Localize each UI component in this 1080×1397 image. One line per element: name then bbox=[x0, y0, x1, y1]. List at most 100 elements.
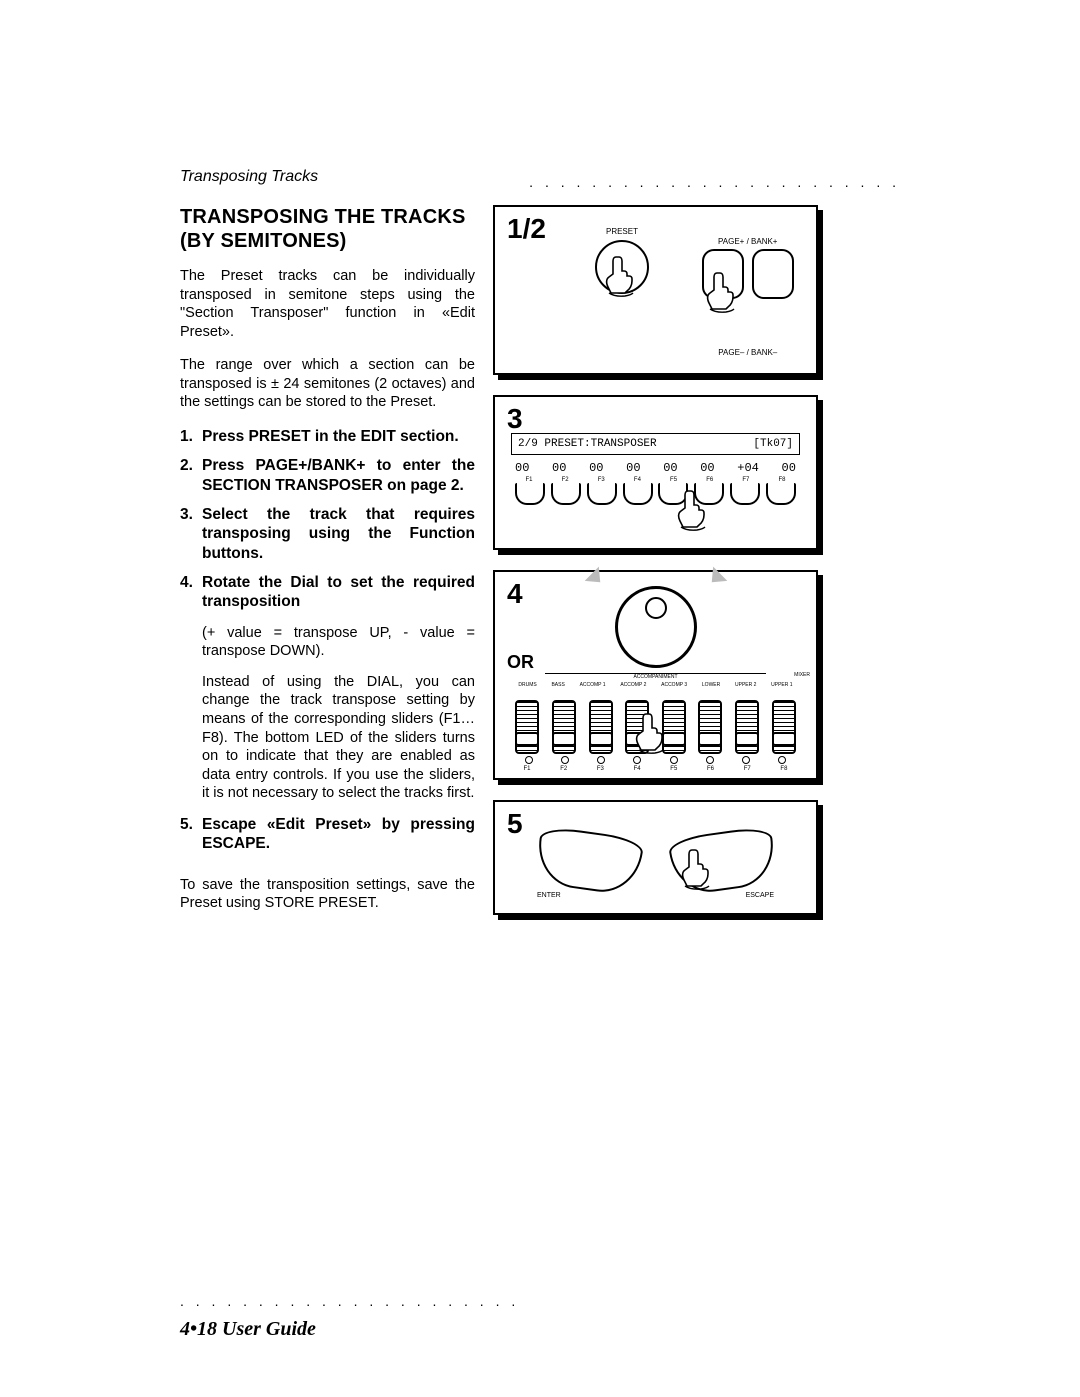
slider-led bbox=[597, 756, 605, 764]
fn-button bbox=[587, 483, 617, 505]
lcd-val: 00 bbox=[589, 461, 603, 475]
figure-5: 5 ENTER ESCAPE bbox=[493, 800, 818, 915]
enter-button-graphic bbox=[533, 825, 644, 897]
escape-label: ESCAPE bbox=[746, 892, 774, 899]
lcd-values: 00 00 00 00 00 00 +04 00 bbox=[505, 461, 806, 475]
slider-led bbox=[633, 756, 641, 764]
dial-graphic bbox=[615, 586, 697, 668]
lcd-val: 00 bbox=[782, 461, 796, 475]
footer-dots: . . . . . . . . . . . . . . . . . . . . … bbox=[180, 1293, 519, 1309]
figure-3: 3 2/9 PRESET:TRANSPOSER [Tk07] 00 00 00 … bbox=[493, 395, 818, 550]
figure-label-5: 5 bbox=[507, 808, 523, 840]
text-column: TRANSPOSING THE TRACKS (BY SEMITONES) Th… bbox=[180, 205, 475, 928]
fn-label: F8 bbox=[770, 766, 798, 772]
slider-led bbox=[742, 756, 750, 764]
slider bbox=[735, 700, 759, 754]
accompaniment-label: ACCOMPANIMENT bbox=[545, 673, 766, 680]
slider-led bbox=[778, 756, 786, 764]
fn-button bbox=[730, 483, 760, 505]
fn-button bbox=[515, 483, 545, 505]
lcd-val: 00 bbox=[515, 461, 529, 475]
header-dots: . . . . . . . . . . . . . . . . . . . . … bbox=[529, 174, 900, 190]
intro-paragraph-2: The range over which a section can be tr… bbox=[180, 356, 475, 412]
page-footer: 4•18 User Guide bbox=[180, 1318, 316, 1341]
hand-icon bbox=[681, 848, 715, 892]
steps-list: Press PRESET in the EDIT section. Press … bbox=[180, 427, 475, 612]
figure-label-1-2: 1/2 bbox=[507, 213, 546, 245]
running-header: Transposing Tracks bbox=[180, 168, 318, 186]
lcd-val: +04 bbox=[737, 461, 759, 475]
fn-label: F1 bbox=[513, 766, 541, 772]
track-label: ACCOMP 1 bbox=[580, 682, 606, 688]
slider bbox=[515, 700, 539, 754]
fn-label: F2 bbox=[550, 766, 578, 772]
intro-paragraph-1: The Preset tracks can be individually tr… bbox=[180, 267, 475, 341]
lcd-left: 2/9 PRESET:TRANSPOSER bbox=[518, 438, 657, 450]
figure-label-3: 3 bbox=[507, 403, 523, 435]
step-3: Select the track that requires transposi… bbox=[180, 505, 475, 563]
slider-led bbox=[670, 756, 678, 764]
mixer-label: MIXER bbox=[794, 672, 810, 678]
fn-labels: F1 F2 F3 F4 F5 F6 F7 F8 bbox=[505, 475, 806, 483]
dial-arrows bbox=[586, 572, 726, 584]
lcd-right: [Tk07] bbox=[753, 438, 793, 450]
step-4: Rotate the Dial to set the required tran… bbox=[180, 573, 475, 612]
page: Transposing Tracks . . . . . . . . . . .… bbox=[0, 0, 1080, 1397]
lcd-val: 00 bbox=[663, 461, 677, 475]
enter-label: ENTER bbox=[537, 892, 561, 899]
fn-button bbox=[551, 483, 581, 505]
track-label: DRUMS bbox=[518, 682, 536, 688]
figure-1-2: 1/2 PRESET PAGE+ / BANK+ PAGE– / BANK– bbox=[493, 205, 818, 375]
fn-buttons bbox=[505, 483, 806, 505]
track-label: BASS bbox=[551, 682, 564, 688]
section-title: TRANSPOSING THE TRACKS (BY SEMITONES) bbox=[180, 205, 475, 253]
slider-fn-labels: F1 F2 F3 F4 F5 F6 F7 F8 bbox=[505, 764, 806, 772]
hand-icon bbox=[677, 489, 711, 533]
track-label: ACCOMP 3 bbox=[661, 682, 687, 688]
fn-label: F3 bbox=[586, 766, 614, 772]
outro-paragraph: To save the transposition settings, save… bbox=[180, 876, 475, 913]
slider bbox=[552, 700, 576, 754]
lcd-display: 2/9 PRESET:TRANSPOSER [Tk07] bbox=[511, 433, 800, 455]
step-5: Escape «Edit Preset» by pressing ESCAPE. bbox=[180, 815, 475, 854]
preset-button-label: PRESET bbox=[595, 227, 649, 236]
hand-icon bbox=[635, 712, 669, 756]
lcd-val: 00 bbox=[700, 461, 714, 475]
step-1: Press PRESET in the EDIT section. bbox=[180, 427, 475, 446]
bank-minus-label: PAGE– / BANK– bbox=[700, 348, 796, 357]
figure-column: 1/2 PRESET PAGE+ / BANK+ PAGE– / BANK– bbox=[493, 205, 818, 935]
bank-plus-label: PAGE+ / BANK+ bbox=[700, 237, 796, 246]
lcd-val: 00 bbox=[626, 461, 640, 475]
step-4-subnote-1: (+ value = transpose UP, - value = trans… bbox=[180, 624, 475, 661]
figure-4: 4 OR ACCOMPANIMENT DRUMS BASS ACCOMP 1 bbox=[493, 570, 818, 780]
hand-icon bbox=[706, 271, 740, 315]
slider bbox=[589, 700, 613, 754]
fn-label: F6 bbox=[697, 766, 725, 772]
fn-button bbox=[766, 483, 796, 505]
slider bbox=[772, 700, 796, 754]
bank-buttons-graphic: PAGE+ / BANK+ PAGE– / BANK– bbox=[700, 237, 796, 357]
track-label: UPPER 1 bbox=[771, 682, 792, 688]
arrow-right-icon bbox=[704, 567, 727, 590]
dial-inner bbox=[645, 597, 667, 619]
track-label: ACCOMP 2 bbox=[620, 682, 646, 688]
fn-label: F5 bbox=[660, 766, 688, 772]
track-label: UPPER 2 bbox=[735, 682, 756, 688]
arrow-left-icon bbox=[584, 567, 607, 590]
lcd-val: 00 bbox=[552, 461, 566, 475]
step-2: Press PAGE+/BANK+ to enter the SECTION T… bbox=[180, 456, 475, 495]
preset-button-graphic: PRESET bbox=[595, 227, 649, 294]
track-label: LOWER bbox=[702, 682, 720, 688]
fn-label: F4 bbox=[623, 766, 651, 772]
step-4-subnote-2: Instead of using the DIAL, you can chang… bbox=[180, 673, 475, 803]
enter-escape-buttons bbox=[505, 832, 806, 890]
fn-label: F7 bbox=[733, 766, 761, 772]
slider-led bbox=[525, 756, 533, 764]
fn-button bbox=[623, 483, 653, 505]
steps-list-cont: Escape «Edit Preset» by pressing ESCAPE. bbox=[180, 815, 475, 854]
hand-icon bbox=[605, 255, 639, 299]
slider bbox=[698, 700, 722, 754]
bank-minus-button bbox=[752, 249, 794, 299]
or-label: OR bbox=[507, 652, 534, 673]
slider-led bbox=[706, 756, 714, 764]
